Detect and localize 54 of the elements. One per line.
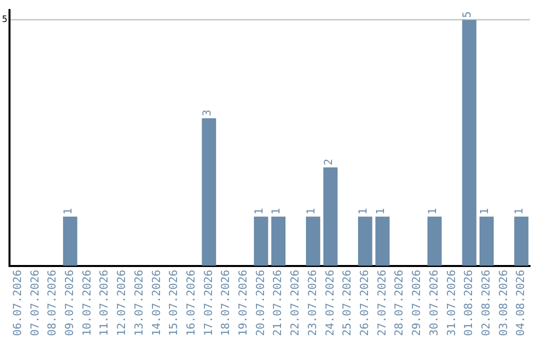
x-tick-label: 03.08.2026 xyxy=(496,270,510,336)
x-tick-label: 13.07.2026 xyxy=(132,270,146,336)
x-tick-label: 14.07.2026 xyxy=(150,270,163,336)
x-tick-label: 20.07.2026 xyxy=(254,270,267,336)
bar xyxy=(254,216,268,266)
data-label: 1 xyxy=(512,208,526,215)
data-label: 5 xyxy=(460,11,474,18)
data-label: 1 xyxy=(62,208,75,215)
x-tick-label: 07.07.2026 xyxy=(28,270,42,336)
x-tick-label: 02.08.2026 xyxy=(479,270,492,336)
x-tick-label: 26.07.2026 xyxy=(358,270,372,336)
x-tick-label: 08.07.2026 xyxy=(46,270,59,336)
x-tick-label: 17.07.2026 xyxy=(202,270,215,336)
data-label: 1 xyxy=(270,208,283,215)
x-tick-label: 19.07.2026 xyxy=(236,270,250,336)
x-tick-label: 27.07.2026 xyxy=(375,270,388,336)
bar xyxy=(358,216,372,266)
data-label: 1 xyxy=(426,208,439,215)
x-tick-label: 25.07.2026 xyxy=(340,270,354,336)
bar xyxy=(480,216,494,266)
x-tick-label: 15.07.2026 xyxy=(167,270,180,336)
data-label: 2 xyxy=(322,158,335,166)
x-tick-label: 16.07.2026 xyxy=(184,270,198,336)
x-tick-label: 18.07.2026 xyxy=(219,270,232,336)
data-label: 1 xyxy=(252,208,266,215)
x-tick-label: 10.07.2026 xyxy=(80,270,94,336)
x-tick-label: 01.08.2026 xyxy=(462,270,476,336)
bar xyxy=(514,216,528,266)
data-label: 1 xyxy=(374,208,387,215)
bar xyxy=(306,216,320,266)
data-label: 1 xyxy=(304,208,318,215)
data-label: 1 xyxy=(356,208,370,215)
bar xyxy=(462,20,476,266)
bar xyxy=(375,216,390,266)
x-tick-label: 23.07.2026 xyxy=(306,270,319,336)
bar xyxy=(323,167,338,266)
bar xyxy=(63,216,78,266)
bar xyxy=(202,118,216,266)
x-tick-label: 28.07.2026 xyxy=(392,270,406,336)
x-tick-label: 30.07.2026 xyxy=(427,270,440,336)
x-tick-label: 24.07.2026 xyxy=(323,270,336,336)
bar xyxy=(271,216,286,266)
data-label: 1 xyxy=(478,208,491,215)
x-tick-label: 09.07.2026 xyxy=(63,270,76,336)
data-label: 3 xyxy=(200,110,214,116)
x-tick-label: 04.08.2026 xyxy=(514,270,528,336)
x-tick-label: 22.07.2026 xyxy=(288,270,302,336)
x-tick-label: 21.07.2026 xyxy=(271,270,284,336)
x-tick-label: 11.07.2026 xyxy=(98,270,111,336)
x-tick-label: 31.07.2026 xyxy=(444,270,458,336)
bar xyxy=(427,216,442,266)
x-tick-label: 29.07.2026 xyxy=(410,270,424,336)
x-tick-label: 06.07.2026 xyxy=(10,270,24,336)
x-tick-label: 12.07.2026 xyxy=(115,270,128,336)
